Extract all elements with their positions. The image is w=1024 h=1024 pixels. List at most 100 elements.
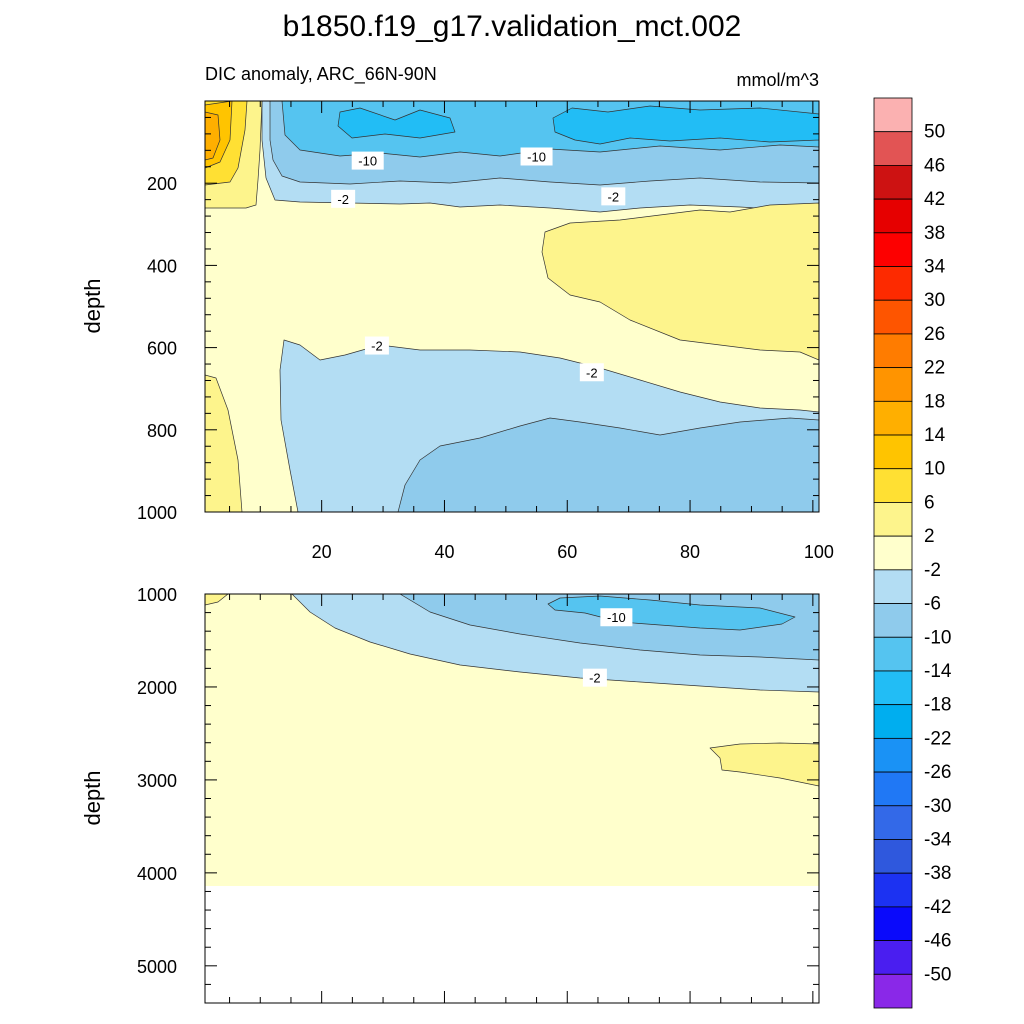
top-y-ticks: 200 400 600 800 1000 bbox=[137, 100, 819, 523]
x-tick-label: 80 bbox=[680, 542, 700, 562]
colorbar-label: -50 bbox=[924, 964, 951, 985]
bottom-y-ticks: 1000 2000 3000 4000 5000 bbox=[137, 585, 819, 1004]
colorbar-label: -18 bbox=[924, 695, 951, 716]
colorbar-label: 14 bbox=[924, 425, 946, 446]
top-x-ticks: 20 40 60 80 100 bbox=[229, 101, 834, 562]
colorbar-label: -38 bbox=[924, 863, 951, 884]
y-tick-label: 3000 bbox=[137, 771, 177, 791]
bottom-deep-positive bbox=[709, 742, 819, 787]
bottom-contour-labels: -10 -2 bbox=[582, 608, 633, 687]
x-tick-label: 100 bbox=[804, 542, 834, 562]
bottom-surface-positive bbox=[205, 594, 229, 606]
x-tick-label: 40 bbox=[434, 542, 454, 562]
y-tick-label: 600 bbox=[147, 339, 177, 359]
top-patch-minus14b bbox=[337, 107, 456, 139]
colorbar-swatch bbox=[873, 603, 913, 638]
colorbar-swatch bbox=[873, 266, 913, 301]
bottom-patch-minus10 bbox=[547, 595, 796, 631]
colorbar-label: -42 bbox=[924, 897, 951, 918]
top-patch-minus14 bbox=[552, 105, 819, 145]
y-tick-label: 1000 bbox=[137, 503, 177, 523]
chart-title: b1850.f19_g17.validation_mct.002 bbox=[283, 10, 742, 43]
colorbar-swatch bbox=[873, 333, 913, 369]
colorbar-swatch bbox=[873, 299, 913, 335]
top-contour-labels: -10 -10 -2 -2 -2 -2 bbox=[331, 147, 626, 382]
colorbar-swatch bbox=[873, 131, 913, 166]
colorbar-swatch bbox=[873, 636, 913, 672]
contour-label-box bbox=[582, 668, 607, 687]
colorbar-label: 42 bbox=[924, 189, 945, 210]
top-deep-minus6 bbox=[397, 417, 819, 512]
contour-label: -10 bbox=[527, 149, 546, 164]
bottom-x-ticks bbox=[229, 594, 814, 1003]
contour-label-box bbox=[600, 608, 633, 627]
colorbar-swatch bbox=[873, 569, 913, 604]
units-label: mmol/m^3 bbox=[737, 70, 819, 90]
colorbar-swatch bbox=[873, 704, 913, 739]
contour-label: -2 bbox=[608, 189, 620, 204]
contour-label: -2 bbox=[371, 339, 383, 354]
top-surface-plus14 bbox=[205, 111, 221, 161]
colorbar-label: 22 bbox=[924, 358, 945, 379]
y-tick-label: 5000 bbox=[137, 957, 177, 977]
colorbar-swatch bbox=[873, 906, 913, 941]
colorbar-label: -10 bbox=[924, 627, 951, 648]
colorbar-label: 2 bbox=[924, 526, 935, 547]
colorbar-label: 34 bbox=[924, 257, 946, 278]
colorbar-swatch bbox=[873, 973, 913, 1009]
y-tick-label: 200 bbox=[147, 174, 177, 194]
y-tick-label: 1000 bbox=[137, 585, 177, 605]
bottom-panel: -10 -2 1000 2000 3000 4000 5000 depth bbox=[80, 585, 820, 1004]
colorbar-swatch bbox=[873, 670, 913, 706]
colorbar-swatch bbox=[873, 535, 913, 571]
colorbar-label: 10 bbox=[924, 459, 945, 480]
colorbar-label: -46 bbox=[924, 931, 951, 952]
colorbar-swatch bbox=[873, 872, 913, 908]
top-left-positive bbox=[205, 374, 243, 512]
colorbar-label: -22 bbox=[924, 728, 951, 749]
contour-label-box bbox=[351, 151, 384, 170]
colorbar-label: -26 bbox=[924, 762, 951, 783]
colorbar-swatch bbox=[873, 198, 913, 234]
colorbar-swatch bbox=[873, 232, 913, 267]
colorbar: 50 46 42 38 34 30 26 22 18 14 10 6 2 -2 -6 -10 -14 -18 -22… bbox=[873, 97, 952, 1009]
colorbar-swatch bbox=[873, 502, 913, 537]
colorbar-label: 50 bbox=[924, 122, 945, 143]
contour-label: -10 bbox=[358, 154, 377, 169]
x-tick-label: 20 bbox=[312, 542, 332, 562]
bottom-y-axis-label: depth bbox=[80, 770, 105, 825]
chart-subtitle: DIC anomaly, ARC_66N-90N bbox=[205, 64, 437, 85]
contour-label-box bbox=[579, 363, 604, 382]
colorbar-swatch bbox=[873, 771, 913, 807]
colorbar-swatch bbox=[873, 737, 913, 773]
top-mid-positive bbox=[541, 202, 819, 361]
contour-label-box bbox=[331, 189, 356, 208]
y-tick-label: 4000 bbox=[137, 864, 177, 884]
x-tick-label: 60 bbox=[557, 542, 577, 562]
colorbar-swatch bbox=[873, 97, 913, 133]
colorbar-swatch bbox=[873, 839, 913, 874]
colorbar-label: 30 bbox=[924, 290, 945, 311]
contour-label-box bbox=[520, 147, 553, 166]
colorbar-label: 26 bbox=[924, 324, 945, 345]
colorbar-swatch bbox=[873, 367, 913, 402]
colorbar-label: -6 bbox=[924, 594, 941, 615]
contour-label-box bbox=[364, 336, 389, 355]
contour-label: -2 bbox=[586, 365, 598, 380]
top-panel-frame bbox=[204, 100, 820, 513]
y-tick-label: 800 bbox=[147, 421, 177, 441]
colorbar-label: -2 bbox=[924, 560, 941, 581]
contour-label: -10 bbox=[607, 610, 626, 625]
contour-label: -2 bbox=[337, 192, 349, 207]
colorbar-label: 46 bbox=[924, 155, 945, 176]
colorbar-label: 38 bbox=[924, 223, 945, 244]
contour-label: -2 bbox=[589, 671, 601, 686]
y-tick-label: 400 bbox=[147, 256, 177, 276]
contour-label-box bbox=[601, 187, 626, 206]
y-tick-label: 2000 bbox=[137, 678, 177, 698]
top-y-axis-label: depth bbox=[80, 278, 105, 333]
colorbar-swatch bbox=[873, 468, 913, 503]
colorbar-label: 18 bbox=[924, 391, 945, 412]
colorbar-swatch bbox=[873, 400, 913, 436]
